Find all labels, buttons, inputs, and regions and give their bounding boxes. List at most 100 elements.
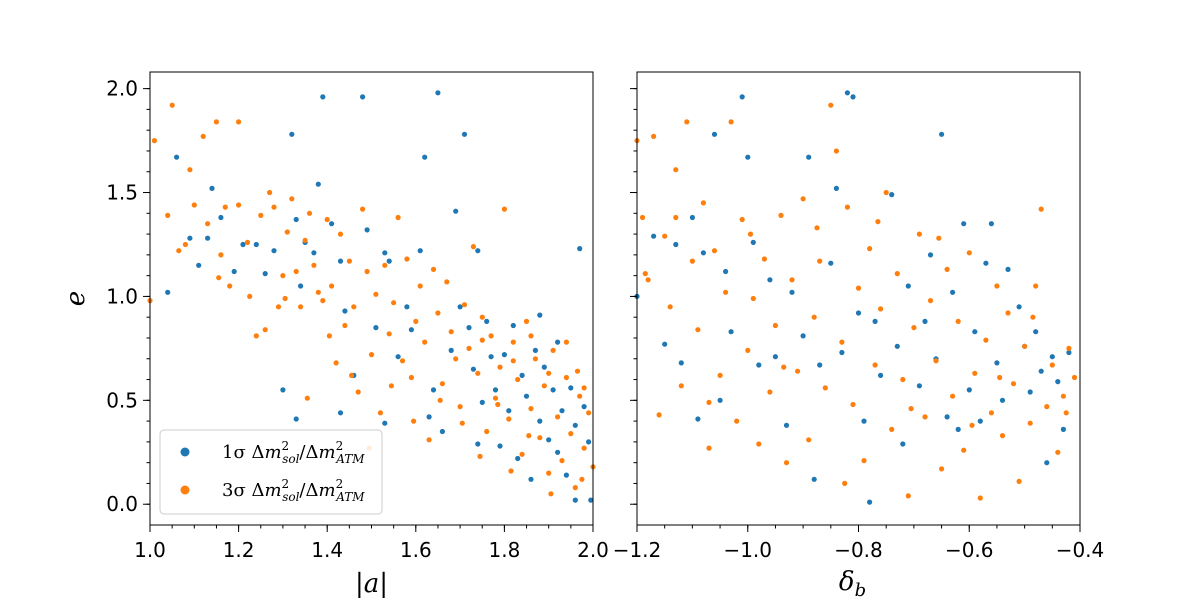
series-three-sigma [634,102,1078,501]
scatter-point [546,437,552,443]
scatter-point [806,437,812,443]
scatter-point [408,327,414,333]
scatter-point [581,445,587,451]
scatter-point [349,372,355,378]
scatter-point [320,94,326,100]
scatter-point [717,372,723,378]
scatter-point [470,366,476,372]
x-tick-label: −1.0 [723,538,772,562]
scatter-point [519,451,525,457]
scatter-point [537,312,543,318]
scatter-point [723,289,729,295]
scatter-point [351,304,357,310]
scatter-point [800,333,806,339]
scatter-point [800,196,806,202]
scatter-point [532,347,539,353]
scatter-point [711,248,718,254]
scatter-point [282,295,288,302]
scatter-point [262,327,268,333]
scatter-point [586,410,592,416]
scatter-point [209,185,215,191]
scatter-point [839,339,845,345]
scatter-point [541,383,547,389]
scatter-point [579,476,585,482]
scatter-point [461,131,468,137]
scatter-point [747,231,754,237]
scatter-point [817,362,823,368]
scatter-point [767,277,773,283]
x-tick-label: −0.6 [945,538,994,562]
series-one-sigma [165,90,594,503]
scatter-point [950,393,956,399]
series-one-sigma [634,90,1072,505]
scatter-point [395,214,401,221]
scatter-point [546,370,552,376]
scatter-point [739,94,745,100]
scatter-point [817,258,823,264]
scatter-point [872,318,878,324]
scatter-point [262,271,268,277]
scatter-point [302,237,308,243]
scatter-point [466,325,472,331]
scatter-point [311,262,317,268]
x-tick-label: 1.4 [311,538,343,562]
scatter-point [448,329,454,335]
scatter-point [546,470,552,476]
scatter-point [972,329,978,335]
scatter-point [894,343,900,349]
scatter-point [515,376,521,383]
scatter-point [388,383,394,389]
scatter-point [395,354,401,360]
scatter-point [568,385,574,391]
scatter-point [1063,410,1069,416]
scatter-point [563,374,570,381]
scatter-point [298,283,304,289]
scatter-point [855,285,862,291]
scatter-point [417,248,423,254]
scatter-point [200,133,206,139]
scatter-point [572,497,578,503]
scatter-point [293,268,299,275]
scatter-point [484,318,490,324]
scatter-point [382,262,388,268]
scatter-point [789,289,795,295]
scatter-point [236,202,242,208]
scatter-point [908,406,914,412]
scatter-point [905,283,911,289]
scatter-point [795,368,801,374]
scatter-point [461,302,468,308]
scatter-point [822,385,828,391]
scatter-point [772,322,779,329]
scatter-point [342,308,348,314]
scatter-point [355,389,361,395]
scatter-point [205,221,211,227]
scatter-point [999,397,1006,403]
scatter-point [961,447,967,453]
scatter-point [337,258,344,264]
scatter-point [526,433,532,439]
scatter-point [475,248,481,254]
scatter-point [466,345,472,351]
scatter-point [218,252,224,258]
scatter-point [213,119,219,125]
scatter-point [961,221,967,227]
scatter-point [994,360,1000,366]
scatter-point [944,414,950,420]
scatter-point [488,333,494,339]
scatter-point [916,383,923,389]
scatter-point [750,295,756,302]
scatter-point [457,304,463,310]
scatter-point [988,221,995,227]
scatter-point [360,206,366,212]
scatter-point [271,248,277,254]
scatter-point [717,397,723,403]
scatter-point [586,439,592,445]
scatter-point [510,339,516,345]
scatter-point [275,304,282,310]
scatter-point [413,318,419,324]
scatter-point [417,283,423,289]
scatter-point [844,90,851,96]
scatter-point [364,268,370,275]
scatter-point [588,497,594,503]
scatter-point [470,244,476,250]
